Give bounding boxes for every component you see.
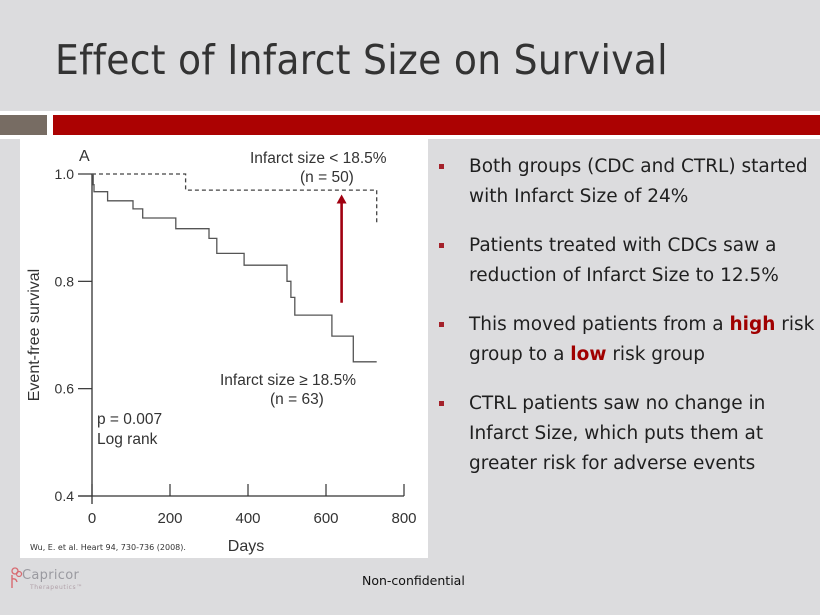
bullet-text: This moved patients from a <box>469 314 730 335</box>
kaplan-meier-chart: 0.4 0.6 0.8 1.0 0 200 400 600 800 Days Event-free … <box>26 148 417 555</box>
series-label-high-risk-n: (n = 63) <box>270 391 324 408</box>
bullet-item: Patients treated with CDCs saw a reducti… <box>436 231 816 291</box>
header-accent-bar <box>53 115 820 135</box>
bullet-item: CTRL patients saw no change in Infarct S… <box>436 389 816 479</box>
chart-citation: Wu, E. et al. Heart 94, 730-736 (2008). <box>30 543 186 552</box>
x-tick-label: 400 <box>235 510 260 527</box>
series-label-low-risk: Infarct size < 18.5% <box>250 150 387 167</box>
bullet-item: Both groups (CDC and CTRL) started with … <box>436 152 816 212</box>
bullet-text: Both groups (CDC and CTRL) started with … <box>469 156 808 207</box>
bullet-text: risk group to a <box>469 314 815 365</box>
confidentiality-footer: Non-confidential <box>362 573 465 588</box>
series-line-high-risk <box>92 173 377 363</box>
x-tick-label: 200 <box>157 510 182 527</box>
series-line-low-risk <box>92 173 378 223</box>
bullet-text: CTRL patients saw no change in Infarct S… <box>469 393 766 474</box>
survival-chart-panel: 0.4 0.6 0.8 1.0 0 200 400 600 800 Days Event-free … <box>20 139 428 558</box>
highlight-text: low <box>570 344 607 365</box>
improvement-arrow-head-icon <box>336 194 347 204</box>
header-accent-block <box>0 115 47 135</box>
panel-label: A <box>79 148 90 165</box>
logo-subtitle: Therapeutics™ <box>30 584 83 591</box>
x-tick-label: 800 <box>391 510 416 527</box>
slide-title: Effect of Infarct Size on Survival <box>55 36 668 84</box>
y-tick-label: 0.8 <box>55 273 75 289</box>
y-axis-label: Event-free survival <box>26 269 43 402</box>
series-label-high-risk: Infarct size ≥ 18.5% <box>220 372 356 389</box>
bullet-item: This moved patients from a high risk gro… <box>436 310 816 370</box>
y-tick-label: 0.6 <box>55 381 75 397</box>
highlight-text: high <box>729 314 776 335</box>
logo-mark-icon <box>11 567 23 588</box>
bullet-list: Both groups (CDC and CTRL) started with … <box>436 152 816 498</box>
p-value-annotation: p = 0.007 <box>97 411 162 428</box>
bullet-marker-icon <box>439 322 444 327</box>
bullet-marker-icon <box>439 164 444 169</box>
bullet-text: Patients treated with CDCs saw a reducti… <box>469 235 779 286</box>
y-tick-label: 1.0 <box>55 166 75 182</box>
bullet-text: risk group <box>606 344 706 365</box>
bullet-marker-icon <box>439 243 444 248</box>
series-label-low-risk-n: (n = 50) <box>300 169 354 186</box>
x-axis-label: Days <box>228 538 264 555</box>
bullet-marker-icon <box>439 401 444 406</box>
logo-name: Capricor <box>22 568 80 583</box>
test-name-annotation: Log rank <box>97 431 158 448</box>
x-tick-label: 0 <box>88 510 96 527</box>
x-tick-label: 600 <box>313 510 338 527</box>
y-tick-label: 0.4 <box>55 488 75 504</box>
